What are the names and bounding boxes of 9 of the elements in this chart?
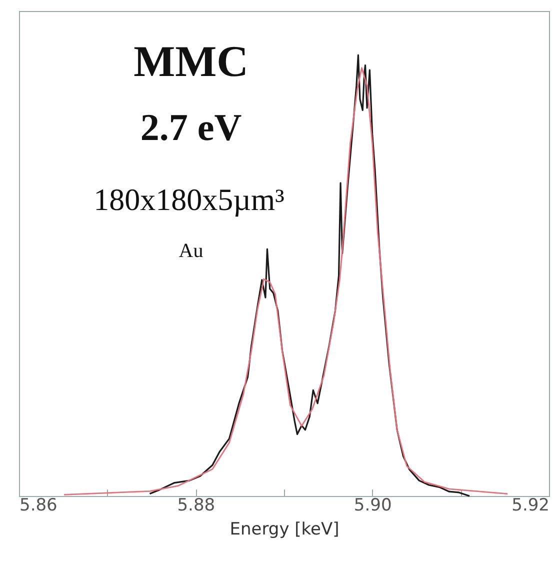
x-tick-label: 5.86 xyxy=(20,496,58,516)
annotation: 180x180x5µm³ xyxy=(94,182,284,217)
x-axis-title: Energy [keV] xyxy=(230,520,340,540)
annotation: MMC xyxy=(134,37,248,86)
annotation: Au xyxy=(178,240,204,262)
x-tick-label: 5.92 xyxy=(512,496,550,516)
x-tick-label: 5.90 xyxy=(354,496,392,516)
annotation: 2.7 eV xyxy=(140,107,242,149)
x-tick-label: 5.88 xyxy=(177,496,216,516)
